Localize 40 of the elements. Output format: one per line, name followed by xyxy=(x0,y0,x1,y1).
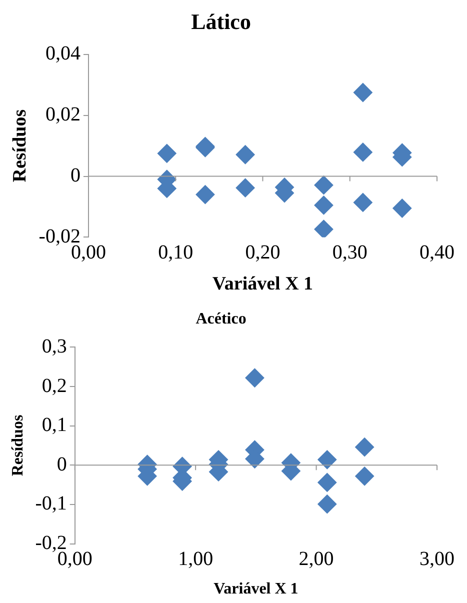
y-tick-label: 0 xyxy=(70,164,80,187)
chart-title: Acético xyxy=(196,310,246,328)
point xyxy=(245,368,264,388)
x-tick-label: 0,30 xyxy=(332,241,368,264)
point xyxy=(318,472,337,492)
x-tick-label: 0,00 xyxy=(70,241,106,264)
x-tick-label: 0,40 xyxy=(420,241,454,264)
point xyxy=(314,196,334,215)
point xyxy=(157,144,176,163)
point xyxy=(236,145,255,164)
y-tick-label: 0,1 xyxy=(42,414,67,436)
chart-title: Lático xyxy=(191,8,251,34)
point xyxy=(392,198,412,218)
x-axis-title: Variável X 1 xyxy=(214,580,298,598)
y-axis-title: Resíduos xyxy=(10,414,27,476)
y-tick-label: 0,2 xyxy=(42,374,67,397)
x-axis-title: Variável X 1 xyxy=(212,274,314,295)
y-tick-label: -0,1 xyxy=(35,492,67,515)
x-tick-label: 0,10 xyxy=(158,241,194,264)
point xyxy=(353,192,372,212)
point xyxy=(236,178,255,198)
point xyxy=(318,450,337,470)
y-tick-label: 0,3 xyxy=(42,335,67,358)
y-axis-title: Resíduos xyxy=(9,109,30,182)
point xyxy=(196,185,215,204)
x-tick-label: 3,00 xyxy=(420,548,454,570)
point xyxy=(355,466,374,486)
y-tick-label: 0,02 xyxy=(45,104,80,126)
y-tick-label: 0 xyxy=(56,453,67,476)
x-tick-label: 0,20 xyxy=(245,241,280,264)
point xyxy=(318,494,337,514)
point xyxy=(353,82,372,102)
y-tick-label: 0,04 xyxy=(45,42,80,65)
x-tick-label: 0,00 xyxy=(57,548,92,570)
x-tick-label: 2,00 xyxy=(298,548,334,570)
point xyxy=(353,142,372,162)
point xyxy=(314,176,334,195)
point xyxy=(314,220,334,238)
point xyxy=(355,438,374,457)
x-tick-label: 1,00 xyxy=(178,548,214,570)
